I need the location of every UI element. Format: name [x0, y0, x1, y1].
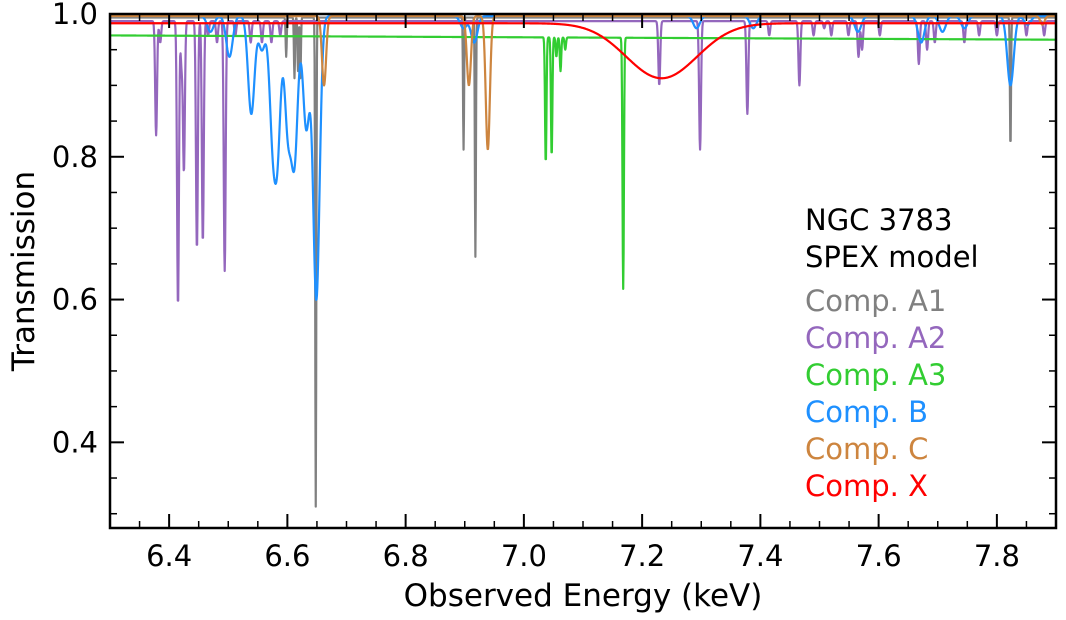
y-tick-label: 0.6 — [52, 283, 98, 317]
legend-entry-comp-a1: Comp. A1 — [805, 284, 946, 318]
x-tick-label: 7.6 — [856, 539, 902, 573]
x-tick-label: 7.8 — [974, 539, 1020, 573]
y-tick-label: 0.8 — [52, 140, 98, 174]
series-line-comp-a2 — [110, 20, 1056, 302]
plot-background — [110, 14, 1056, 528]
x-tick-label: 7.2 — [619, 539, 665, 573]
legend-entry-comp-b: Comp. B — [805, 395, 928, 429]
y-axis-label: Transmission — [6, 171, 42, 372]
x-tick-label: 7.0 — [501, 539, 547, 573]
series-line-comp-a3 — [110, 34, 1056, 290]
legend-entry-comp-x: Comp. X — [805, 469, 928, 503]
x-tick-label: 6.6 — [264, 539, 310, 573]
legend-entry-comp-a2: Comp. A2 — [805, 321, 946, 355]
series-line-comp-x — [110, 22, 1056, 80]
x-tick-label: 6.4 — [146, 539, 192, 573]
x-axis-label: Observed Energy (keV) — [404, 578, 763, 614]
legend: NGC 3783 SPEX model Comp. A1 Comp. A2 Co… — [805, 203, 979, 503]
legend-title-line-2: SPEX model — [805, 240, 979, 274]
legend-title-line-1: NGC 3783 — [805, 203, 952, 237]
legend-entry-comp-c: Comp. C — [805, 432, 928, 466]
legend-entry-comp-a3: Comp. A3 — [805, 358, 946, 392]
y-tick-label: 0.4 — [52, 425, 98, 459]
x-tick-label: 7.4 — [737, 539, 783, 573]
ticks-layer: 6.4 6.6 6.8 7.0 7.2 7.4 7.6 7.8 0.4 0.6 0.8 1.0 — [52, 0, 1057, 573]
y-tick-label: 1.0 — [52, 0, 98, 31]
x-tick-label: 6.8 — [383, 539, 429, 573]
